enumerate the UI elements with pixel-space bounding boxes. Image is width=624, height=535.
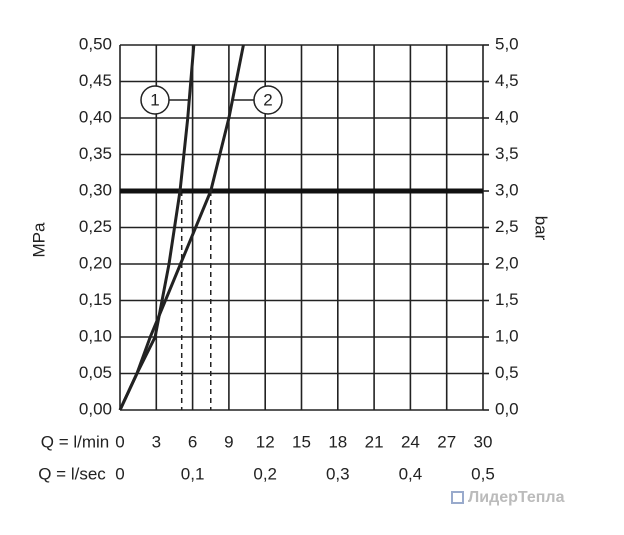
y-tick-label: 0,50 bbox=[79, 34, 112, 53]
curve-label: 2 bbox=[263, 90, 272, 109]
y2-tick-label: 1,0 bbox=[495, 326, 519, 345]
y2-tick-label: 3,0 bbox=[495, 180, 519, 199]
x-tick-label: 21 bbox=[365, 432, 384, 451]
y2-tick-label: 2,0 bbox=[495, 253, 519, 272]
x-tick-label: 9 bbox=[224, 432, 233, 451]
y2-tick-label: 1,5 bbox=[495, 290, 519, 309]
y-axis-label: MPa bbox=[29, 222, 48, 258]
y-tick-label: 0,35 bbox=[79, 144, 112, 163]
y2-tick-label: 5,0 bbox=[495, 34, 519, 53]
y-tick-label: 0,15 bbox=[79, 290, 112, 309]
curve-label: 1 bbox=[150, 90, 159, 109]
y-tick-label: 0,40 bbox=[79, 107, 112, 126]
y-tick-label: 0,30 bbox=[79, 180, 112, 199]
y2-tick-label: 4,0 bbox=[495, 107, 519, 126]
curve-label-circle bbox=[253, 85, 283, 115]
y2-tick-label: 3,5 bbox=[495, 144, 519, 163]
x-tick-label: 30 bbox=[474, 432, 493, 451]
watermark: ЛидерТепла bbox=[468, 489, 565, 506]
y2-tick-label: 0,0 bbox=[495, 399, 519, 418]
y-tick-label: 0,05 bbox=[79, 363, 112, 382]
x2-tick-label: 0,4 bbox=[399, 464, 423, 483]
y2-tick-label: 2,5 bbox=[495, 217, 519, 236]
x2-tick-label: 0,3 bbox=[326, 464, 350, 483]
x-tick-label: 0 bbox=[115, 432, 124, 451]
y-tick-label: 0,20 bbox=[79, 253, 112, 272]
x-tick-label: 3 bbox=[152, 432, 161, 451]
x2-tick-label: 0,2 bbox=[253, 464, 277, 483]
x-tick-label: 27 bbox=[437, 432, 456, 451]
x-tick-label: 18 bbox=[328, 432, 347, 451]
x-tick-label: 12 bbox=[256, 432, 275, 451]
y2-tick-label: 0,5 bbox=[495, 363, 519, 382]
watermark-icon bbox=[451, 491, 464, 504]
curve-label-circle bbox=[140, 85, 170, 115]
y2-axis-label: bar bbox=[532, 216, 551, 241]
x-tick-label: 6 bbox=[188, 432, 197, 451]
y2-tick-label: 4,5 bbox=[495, 71, 519, 90]
curve bbox=[118, 44, 245, 411]
x2-tick-label: 0,1 bbox=[181, 464, 205, 483]
x2-tick-label: 0 bbox=[115, 464, 124, 483]
y-tick-label: 0,00 bbox=[79, 399, 112, 418]
x-axis-label: Q = l/min bbox=[41, 432, 110, 451]
x2-axis-label: Q = l/sec bbox=[38, 464, 106, 483]
x2-tick-label: 0,5 bbox=[471, 464, 495, 483]
y-tick-label: 0,10 bbox=[79, 326, 112, 345]
x-tick-label: 24 bbox=[401, 432, 420, 451]
y-tick-label: 0,25 bbox=[79, 217, 112, 236]
y-tick-label: 0,45 bbox=[79, 71, 112, 90]
x-tick-label: 15 bbox=[292, 432, 311, 451]
